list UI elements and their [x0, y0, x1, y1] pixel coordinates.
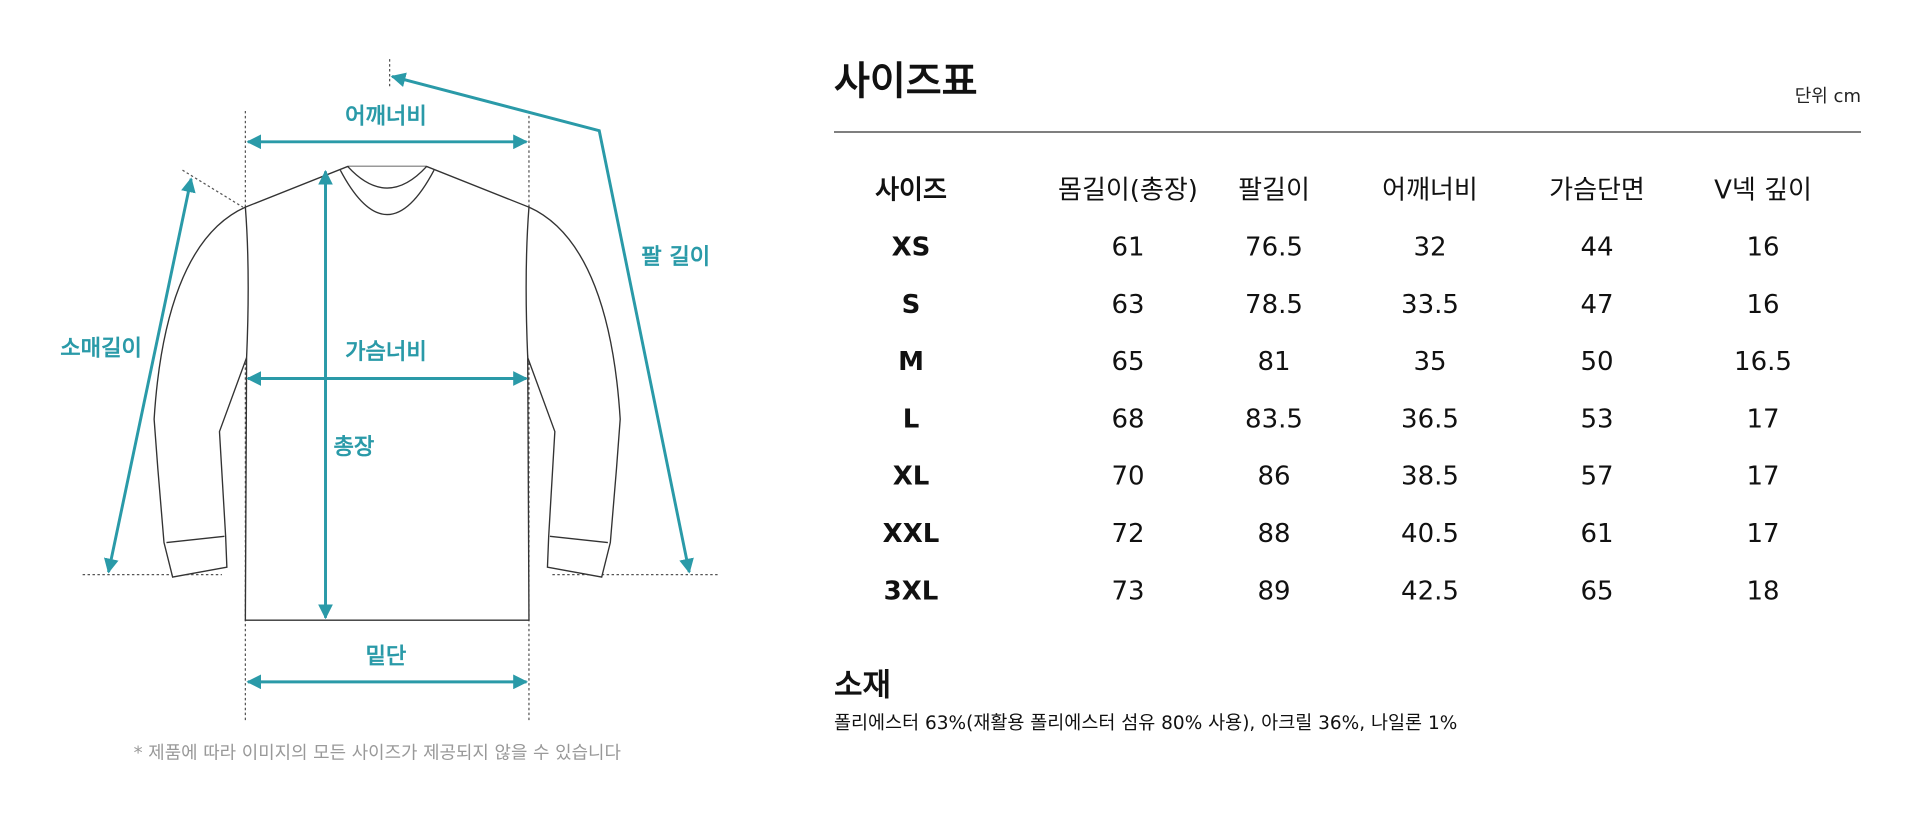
size-cell: M: [898, 347, 924, 377]
arm-length-label: 팔 길이: [641, 244, 710, 270]
table-cell: 61: [1111, 233, 1144, 263]
size-cell: XXL: [883, 519, 940, 549]
table-cell: 72: [1111, 519, 1144, 549]
table-header: 몸길이(총장): [1058, 176, 1198, 206]
table-cell: 32: [1413, 233, 1446, 263]
table-header: V넥 깊이: [1714, 176, 1812, 206]
table-cell: 81: [1257, 347, 1290, 377]
table-cell: 18: [1746, 576, 1779, 606]
unit: 단위 cm: [1795, 86, 1861, 107]
table-header: 사이즈: [875, 176, 947, 206]
table-cell: 53: [1580, 404, 1613, 434]
shirt-diagram: 어깨너비 팔 길이 소매길이 가슴너비 총장 밑단 * 제품에 따라 이미지의 …: [60, 59, 719, 763]
table-cell: 42.5: [1401, 576, 1459, 606]
material-text: 폴리에스터 63%(재활용 폴리에스터 섬유 80% 사용), 아크릴 36%,…: [834, 713, 1457, 734]
table-cell: 17: [1746, 404, 1779, 434]
table-cell: 78.5: [1245, 290, 1303, 320]
table-header: 가슴단면: [1549, 176, 1645, 206]
table-cell: 33.5: [1401, 290, 1459, 320]
shoulder-label: 어깨너비: [345, 104, 427, 130]
table-header: 어깨너비: [1382, 176, 1478, 206]
table-cell: 17: [1746, 519, 1779, 549]
size-table: 사이즈 몸길이(총장) 팔길이 어깨너비 가슴단면 V넥 깊이 XS 61 76.5 32 44 16…: [875, 176, 1812, 607]
table-cell: 16: [1746, 233, 1779, 263]
size-cell: XS: [892, 233, 931, 263]
note: * 제품에 따라 이미지의 모든 사이즈가 제공되지 않을 수 있습니다: [134, 742, 621, 763]
table-cell: 47: [1580, 290, 1613, 320]
table-cell: 16: [1746, 290, 1779, 320]
hem-label: 밑단: [366, 644, 407, 670]
size-cell: S: [902, 290, 921, 320]
table-cell: 38.5: [1401, 462, 1459, 492]
table-cell: 68: [1111, 404, 1144, 434]
table-header: 팔길이: [1238, 176, 1310, 206]
table-cell: 89: [1257, 576, 1290, 606]
table-title: 사이즈표: [834, 60, 978, 105]
table-cell: 83.5: [1245, 404, 1303, 434]
size-cell: 3XL: [884, 576, 939, 606]
table-cell: 36.5: [1401, 404, 1459, 434]
table-cell: 65: [1111, 347, 1144, 377]
table-cell: 88: [1257, 519, 1290, 549]
length-label: 총장: [333, 434, 374, 460]
table-cell: 40.5: [1401, 519, 1459, 549]
table-cell: 65: [1580, 576, 1613, 606]
table-cell: 35: [1413, 347, 1446, 377]
table-cell: 57: [1580, 462, 1613, 492]
table-cell: 17: [1746, 462, 1779, 492]
table-cell: 76.5: [1245, 233, 1303, 263]
table-cell: 70: [1111, 462, 1144, 492]
table-cell: 16.5: [1734, 347, 1792, 377]
table-cell: 63: [1111, 290, 1144, 320]
size-cell: L: [903, 404, 920, 434]
material-title: 소재: [834, 668, 891, 704]
size-cell: XL: [893, 462, 930, 492]
table-cell: 44: [1580, 233, 1613, 263]
sleeve-label: 소매길이: [60, 335, 142, 361]
table-cell: 61: [1580, 519, 1613, 549]
chest-label: 가슴너비: [345, 339, 427, 365]
table-cell: 86: [1257, 462, 1290, 492]
table-cell: 73: [1111, 576, 1144, 606]
table-cell: 50: [1580, 347, 1613, 377]
